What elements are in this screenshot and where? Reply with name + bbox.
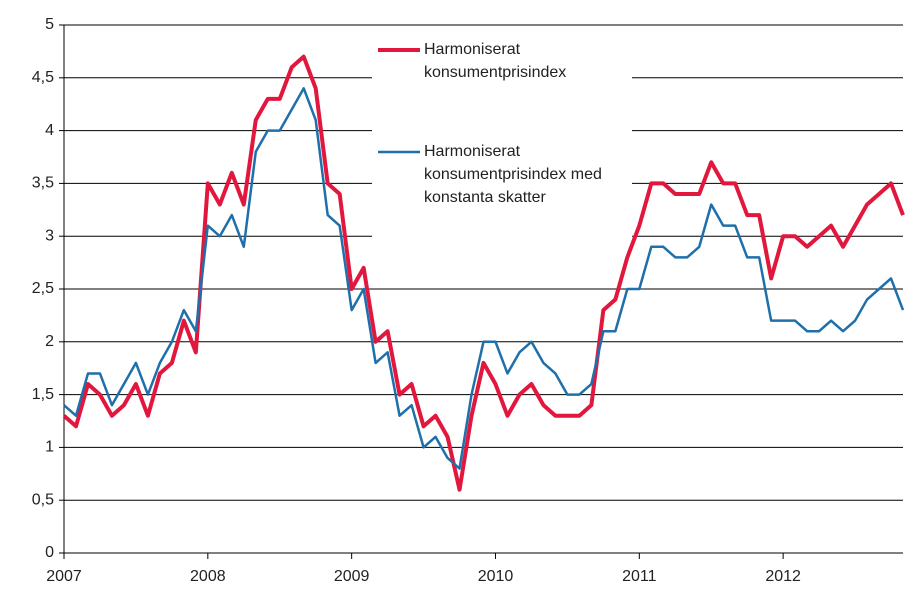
y-tick-label: 3 [45, 227, 54, 244]
y-tick-label: 0,5 [32, 491, 54, 508]
legend-background [372, 36, 632, 246]
legend-label: Harmoniserat konsumentprisindex med kons… [424, 143, 602, 206]
legend-label: Harmoniserat konsumentprisindex [424, 41, 567, 81]
legend-label-box: Harmoniserat konsumentprisindex [424, 41, 567, 81]
y-tick-label: 4,5 [32, 69, 54, 86]
x-tick-label: 2010 [478, 568, 514, 585]
y-tick-label: 1,5 [32, 386, 54, 403]
y-tick-label: 2 [45, 333, 54, 350]
x-tick-label: 2009 [334, 568, 370, 585]
y-tick-label: 2,5 [32, 280, 54, 297]
y-tick-label: 3,5 [32, 175, 54, 192]
x-tick-label: 2012 [765, 568, 801, 585]
y-tick-label: 0 [45, 544, 54, 561]
y-tick-label: 4 [45, 122, 54, 139]
y-tick-label: 1 [45, 439, 54, 456]
series-line [62, 54, 905, 492]
x-tick-label: 2007 [46, 568, 82, 585]
x-tick-label: 2011 [622, 568, 657, 585]
y-tick-label: 5 [45, 16, 54, 33]
x-tick-label: 2008 [190, 568, 226, 585]
series-line [63, 87, 905, 470]
legend-label-box: Harmoniserat konsumentprisindex med kons… [424, 143, 602, 206]
